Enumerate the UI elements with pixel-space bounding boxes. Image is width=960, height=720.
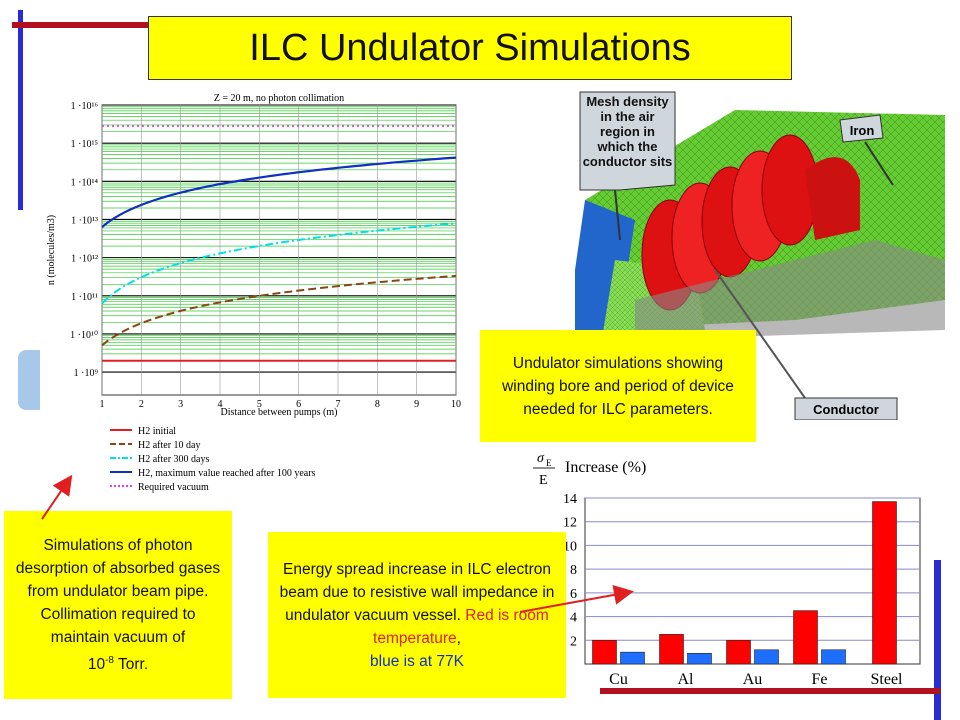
plot-y-tick-label: 1 ·10⁹ [74,368,99,379]
iron-label: Iron [850,123,875,138]
bar-x-label: Au [743,671,763,688]
plot-y-ticks: 1 ·10¹⁶ 1 ·10¹⁵ 1 ·10¹⁴ 1 ·10¹³ 1 ·10¹² 1 ·10… [70,101,98,379]
bar-y-tick-label: 14 [563,492,577,507]
bar-77k [821,649,846,665]
mesh-label: Mesh density in the air region in which … [582,94,673,169]
bar-77k [620,651,645,665]
bar-y-tick-label: 10 [563,539,577,554]
energy-spread-callout-body: Energy spread increase in ILC electron b… [268,558,566,673]
bar-chart-svg: σ E E Increase (%) Cu Al Au Fe Steel 14 12 10 8… [533,451,921,688]
vacuum-power-exponent: -8 [105,654,114,666]
bar-y-tick-label: 8 [570,563,577,578]
fraction-denominator: E [539,473,548,488]
plot-y-tick-label: 1 ·10¹⁶ [71,101,99,112]
plot-x-ticks: 1 2 3 4 5 6 7 8 9 10 [100,399,462,410]
bar-plot-area [584,497,921,665]
bar-x-label: Al [678,671,695,688]
bar-77k [687,653,712,665]
plot-x-tick-label: 4 [218,399,223,410]
vacuum-power-base: 10 [87,656,106,674]
bar-room-temp [872,501,897,665]
bar-chart-x-labels: Cu Al Au Fe Steel [609,671,903,688]
plot-x-tick-label: 2 [139,399,144,410]
bar-x-label: Cu [609,671,628,688]
plot-legend: H2 initial H2 after 10 day H2 after 300 da… [110,426,316,493]
plot-legend-label: H2 after 10 day [138,440,200,451]
bar-room-temp [793,610,818,665]
bar-y-tick-label: 12 [563,516,577,531]
plot-curves [101,125,457,362]
energy-spread-callout: Energy spread increase in ILC electron b… [268,532,566,698]
plot-y-tick-label: 1 ·10¹¹ [71,292,98,303]
bar-x-label: Fe [812,671,828,688]
bar-chart-bars [592,501,897,665]
bar-y-tick-label: 2 [570,634,577,649]
plot-legend-label: H2, maximum value reached after 100 year… [138,468,316,479]
plot-y-tick-label: 1 ·10¹⁰ [70,330,98,341]
bar-77k [754,649,779,665]
plot-y-tick-label: 1 ·10¹⁴ [71,177,99,188]
conductor-label: Conductor [813,402,879,417]
bar-chart-grid [584,497,921,665]
plot-legend-label: Required vacuum [138,482,209,493]
plot-x-tick-label: 7 [336,399,341,410]
mesh-label-box [579,91,676,191]
plot-y-tick-label: 1 ·10¹⁵ [71,139,98,150]
decor-vertical-bar-left [18,10,23,210]
simulation-callout-body: Simulations of photon desorption of abso… [4,534,232,676]
decor-horizontal-bar-bottom [600,688,940,694]
plot-x-tick-label: 1 [100,399,105,410]
plot-x-label: Distance between pumps (m) [221,407,338,418]
plot-x-tick-label: 10 [451,399,461,410]
vacuum-unit: Torr. [118,656,149,674]
plot-x-tick-label: 8 [375,399,380,410]
plot-area [101,104,457,396]
h2-100-year-curve [101,156,457,228]
sigma-subscript: E [546,458,552,468]
bar-room-temp [592,639,617,665]
plot-x-tick-label: 5 [257,399,262,410]
energy-blue-note: blue is at 77K [370,652,464,670]
slide-title: ILC Undulator Simulations [148,16,792,80]
sigma-symbol: σ [537,451,545,466]
plot-y-tick-label: 1 ·10¹³ [71,215,98,226]
simulation-callout: Simulations of photon desorption of abso… [4,511,232,699]
plot-x-tick-label: 3 [178,399,183,410]
vacuum-density-plot: Z = 20 m, no photon collimation n (molec… [40,85,480,505]
plot-x-tick-label: 9 [414,399,419,410]
bar-y-tick-label: 6 [570,587,577,602]
plot-y-label: n (molecules/m3) [46,215,57,285]
undulator-callout: Undulator simulations showing winding bo… [480,330,756,442]
undulator-callout-text: Undulator simulations showing winding bo… [502,354,734,418]
bar-room-temp [726,639,751,665]
decor-vertical-bar-right [934,560,941,720]
conductor-windings [641,134,860,311]
bar-room-temp [659,634,684,665]
bar-x-label: Steel [871,671,904,688]
bar-chart-title: Increase (%) [565,459,646,476]
bar-y-tick-label: 4 [570,611,577,626]
plot-y-tick-label: 1 ·10¹² [71,254,98,265]
plot-legend-label: H2 initial [138,426,176,437]
h2-300-day-curve [101,222,457,305]
decor-horizontal-bar-top [12,22,152,28]
energy-spread-text: Energy spread increase in ILC electron b… [279,560,555,624]
h2-10-day-curve [101,274,457,347]
energy-comma: , [456,629,461,647]
vacuum-plot-svg: Z = 20 m, no photon collimation n (molec… [46,93,462,493]
plot-heading: Z = 20 m, no photon collimation [214,93,344,104]
plot-legend-label: H2 after 300 days [138,454,209,465]
energy-spread-bar-chart: σ E E Increase (%) Cu Al Au Fe Steel 14 12 10 8… [525,448,945,698]
plot-x-tick-label: 6 [296,399,301,410]
simulation-callout-text: Simulations of photon desorption of abso… [15,536,221,646]
